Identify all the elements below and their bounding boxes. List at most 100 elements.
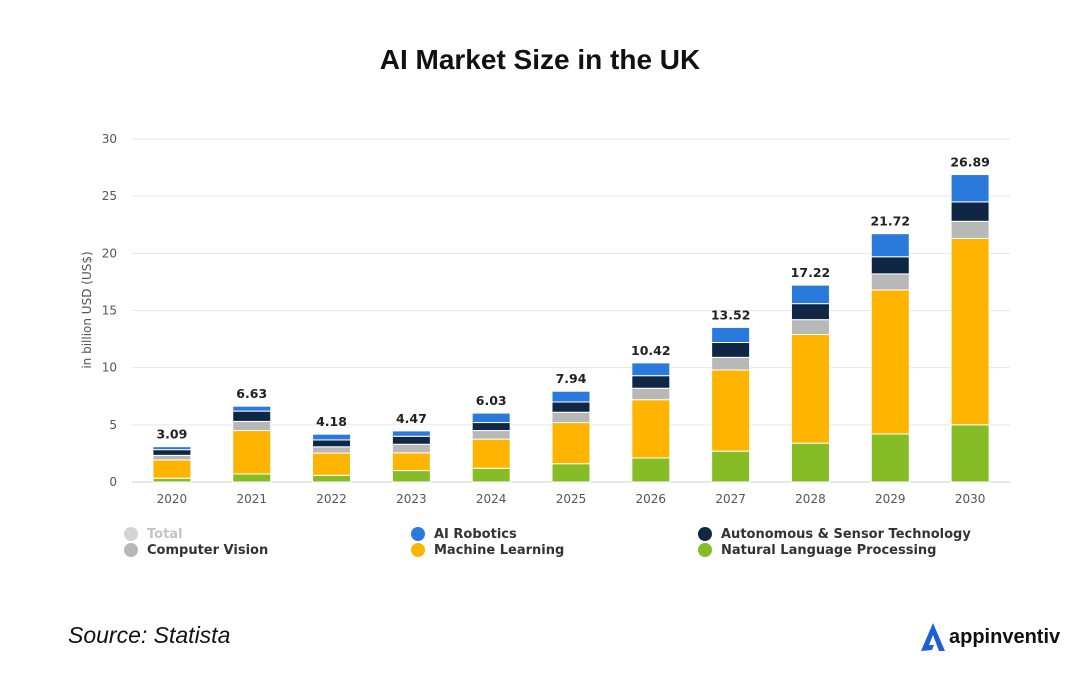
bar-segment[interactable]	[152, 477, 192, 483]
total-data-label: 6.63	[236, 386, 267, 401]
bar-segment[interactable]	[232, 473, 272, 483]
bar-segment[interactable]	[232, 420, 272, 432]
bar-segment[interactable]	[312, 433, 352, 441]
legend-item-autonomous-sensor[interactable]: Autonomous & Sensor Technology	[698, 526, 971, 542]
y-tick-label: 30	[102, 132, 117, 146]
bar-segment[interactable]	[152, 459, 192, 479]
bar-segment[interactable]	[471, 422, 511, 432]
bar-segment[interactable]	[870, 233, 910, 258]
legend-dot-autonomous-sensor	[698, 527, 712, 541]
total-data-label: 4.18	[316, 414, 347, 429]
bar-segment[interactable]	[232, 410, 272, 422]
bar-segment[interactable]	[631, 399, 671, 459]
page-title: AI Market Size in the UK	[379, 44, 701, 75]
bar-segment[interactable]	[790, 284, 830, 305]
brand-logo[interactable]: appinventiv	[920, 622, 1060, 652]
total-data-label: 3.09	[156, 427, 187, 442]
bar-segment[interactable]	[551, 422, 591, 465]
bar-segment[interactable]	[551, 463, 591, 483]
bar-segment[interactable]	[950, 237, 990, 426]
bar-segment[interactable]	[631, 375, 671, 389]
bar-segment[interactable]	[790, 303, 830, 321]
legend-label: Computer Vision	[147, 542, 269, 558]
appinventiv-logo-icon	[921, 623, 945, 651]
bar-segment[interactable]	[312, 439, 352, 448]
legend-item-computer-vision[interactable]: Computer Vision	[124, 542, 268, 558]
bar-segment[interactable]	[631, 457, 671, 483]
y-tick-label: 0	[109, 475, 117, 489]
bar-segment[interactable]	[152, 454, 192, 461]
bar-segment[interactable]	[152, 446, 192, 451]
total-data-label: 10.42	[631, 343, 671, 358]
legend-label: Autonomous & Sensor Technology	[721, 526, 971, 542]
bar-segment[interactable]	[790, 334, 830, 444]
legend-item-machine-learning[interactable]: Machine Learning	[411, 542, 564, 558]
bar-segment[interactable]	[471, 430, 511, 440]
bar-segment[interactable]	[551, 411, 591, 424]
total-data-label: 7.94	[556, 371, 587, 386]
bar-segment[interactable]	[950, 201, 990, 222]
bar-segment[interactable]	[870, 289, 910, 435]
bar-segment[interactable]	[391, 435, 431, 445]
total-data-label: 17.22	[791, 265, 831, 280]
bar-segment[interactable]	[950, 424, 990, 483]
bar-segment[interactable]	[232, 405, 272, 412]
bar-segment[interactable]	[471, 412, 511, 424]
y-tick-label: 15	[102, 304, 117, 318]
bar-segment[interactable]	[870, 433, 910, 483]
bar-segment[interactable]	[391, 443, 431, 454]
legend-dot-nlp	[698, 543, 712, 557]
bar-segment[interactable]	[711, 450, 751, 483]
bar-segment[interactable]	[711, 356, 751, 371]
legend-item-nlp[interactable]: Natural Language Processing	[698, 542, 936, 558]
bar-segment[interactable]	[471, 438, 511, 469]
legend-item-ai-robotics[interactable]: AI Robotics	[411, 526, 517, 542]
bar-segment[interactable]	[551, 390, 591, 403]
bar-segment[interactable]	[631, 362, 671, 377]
brand-name: appinventiv	[949, 625, 1061, 648]
total-data-label: 4.47	[396, 411, 427, 426]
bar-segment[interactable]	[950, 220, 990, 239]
x-tick-label: 2030	[955, 492, 986, 506]
total-data-label: 6.03	[476, 393, 507, 408]
bar-segment[interactable]	[471, 467, 511, 483]
legend-label: Machine Learning	[434, 542, 565, 558]
bar-segment[interactable]	[312, 446, 352, 454]
legend-item-total[interactable]: Total	[124, 526, 183, 542]
bars	[152, 174, 990, 483]
total-labels: 3.09 6.63 4.18 4.47 6.03 7.94 10.42 13.52 17.22 2…	[156, 155, 989, 442]
x-tick-label: 2023	[396, 492, 427, 506]
bar-segment[interactable]	[312, 474, 352, 483]
y-axis-label: in billion USD (US$)	[80, 251, 94, 368]
bar-segment[interactable]	[391, 470, 431, 483]
bar-segment[interactable]	[790, 442, 830, 483]
bar-segment[interactable]	[391, 430, 431, 437]
y-tick-label: 25	[102, 189, 117, 203]
bar-segment[interactable]	[790, 319, 830, 336]
bar-segment[interactable]	[391, 452, 431, 472]
x-tick-label: 2022	[316, 492, 347, 506]
x-tick-label: 2027	[715, 492, 746, 506]
legend-label: AI Robotics	[434, 526, 517, 542]
bar-segment[interactable]	[152, 449, 192, 456]
y-axis-ticks: 0 5 10 15 20 25 30	[102, 132, 117, 489]
bar-segment[interactable]	[312, 452, 352, 476]
bar-segment[interactable]	[232, 430, 272, 475]
legend-dot-machine-learning	[411, 543, 425, 557]
total-data-label: 21.72	[870, 214, 910, 229]
bar-segment[interactable]	[711, 342, 751, 358]
x-tick-label: 2020	[157, 492, 188, 506]
legend: Total AI Robotics Autonomous & Sensor Te…	[124, 526, 1004, 562]
total-data-label: 13.52	[711, 307, 751, 322]
legend-label: Natural Language Processing	[721, 542, 937, 558]
bar-segment[interactable]	[551, 401, 591, 413]
y-tick-label: 5	[109, 418, 117, 432]
bar-segment[interactable]	[711, 326, 751, 344]
bar-segment[interactable]	[631, 387, 671, 401]
bar-segment[interactable]	[950, 174, 990, 203]
bar-segment[interactable]	[870, 256, 910, 275]
x-tick-label: 2024	[476, 492, 507, 506]
bar-segment[interactable]	[870, 273, 910, 291]
bar-segment[interactable]	[711, 369, 751, 452]
y-tick-label: 10	[102, 361, 117, 375]
